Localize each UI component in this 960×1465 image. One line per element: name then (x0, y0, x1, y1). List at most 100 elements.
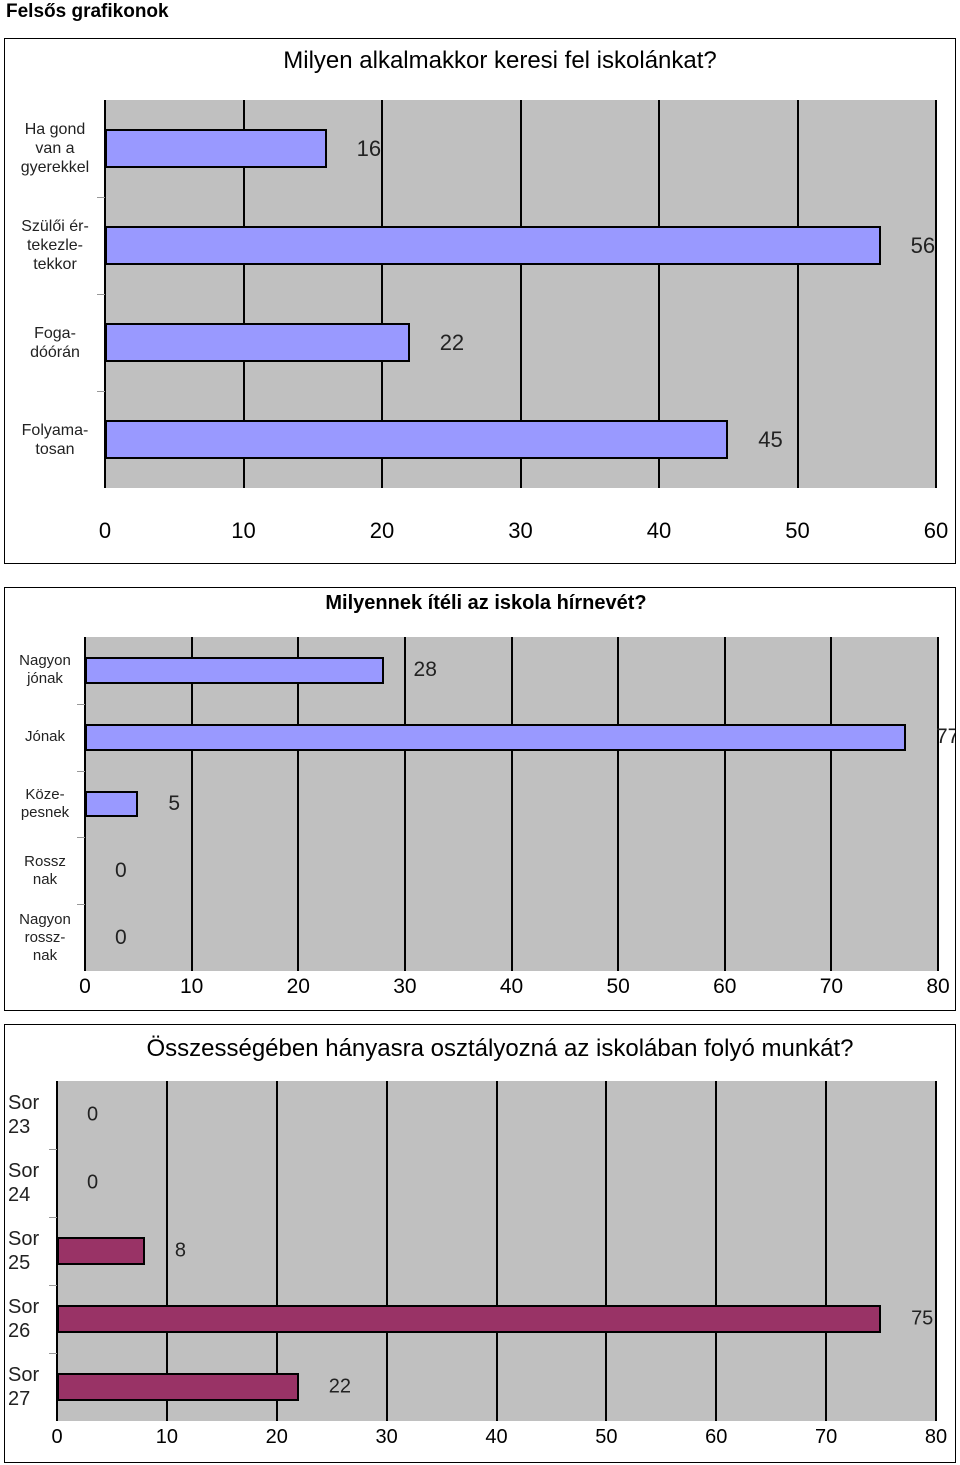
value-label: 0 (87, 1103, 99, 1126)
x-tick-label: 30 (508, 518, 533, 543)
value-label: 28 (413, 658, 437, 682)
grid-line (519, 100, 522, 488)
x-tick-label: 50 (785, 518, 810, 543)
category-label: Nagyon rossz- nak (19, 910, 71, 964)
x-tick-label: 60 (713, 974, 737, 998)
x-tick-label: 20 (286, 974, 310, 998)
x-tick-label: 80 (926, 974, 950, 998)
x-tick-label: 0 (51, 1426, 63, 1448)
x-tick-label: 80 (924, 1426, 948, 1448)
value-label: 45 (758, 426, 783, 452)
x-tick-label: 60 (923, 518, 949, 543)
value-label: 22 (439, 329, 465, 355)
axis-tick (77, 703, 85, 705)
category-label: Sor 25 (8, 1228, 40, 1274)
value-label: 75 (911, 1307, 934, 1330)
category-label: Folyama- tosan (21, 421, 89, 458)
category-label: Sor 23 (8, 1092, 40, 1138)
value-label: 5 (168, 792, 180, 815)
grid-line (510, 637, 513, 971)
value-label: 16 (356, 135, 382, 161)
bar (105, 129, 327, 168)
bar (105, 323, 410, 362)
x-tick-label: 50 (606, 974, 630, 998)
value-label: 0 (115, 925, 127, 949)
grid-line (617, 637, 620, 971)
grid-line (723, 637, 726, 971)
category-label: Ha gond van a gyerekkel (20, 120, 90, 177)
chart-frame: Milyennek ítéli az iskola hírnevét? 0 10 20… (4, 587, 956, 1011)
axis-tick (49, 1149, 57, 1150)
category-label: Szülői ér- tekezle- tekkor (21, 217, 89, 274)
value-label: 77 (936, 725, 955, 749)
chart-title: Milyennek ítéli az iskola hírnevét? (325, 592, 647, 614)
x-tick-label: 50 (595, 1426, 618, 1448)
x-tick-label: 70 (819, 974, 844, 998)
chart-frame: Milyen alkalmakkor keresi fel iskolánkat… (4, 38, 956, 564)
x-tick-label: 20 (369, 518, 395, 543)
bar (85, 723, 906, 751)
axis-tick (49, 1353, 57, 1354)
bar (105, 420, 729, 459)
x-tick-label: 40 (499, 974, 524, 998)
axis-tick (77, 904, 85, 906)
category-label: Sor 24 (8, 1160, 40, 1206)
x-tick-label: 0 (98, 518, 112, 543)
category-label: Sor 26 (8, 1296, 40, 1342)
axis-tick (97, 391, 105, 392)
category-label: Nagyon jónak (19, 652, 71, 688)
bar (85, 657, 384, 684)
category-label: Rossz nak (24, 852, 66, 888)
grid-line (605, 1081, 608, 1421)
grid-line (935, 100, 937, 488)
value-label: 22 (328, 1375, 351, 1398)
chart-title: Összességében hányasra osztályozná az is… (146, 1035, 854, 1062)
axis-line (105, 100, 106, 488)
value-label: 8 (174, 1239, 187, 1262)
bar (57, 1237, 145, 1265)
x-tick-label: 10 (155, 1426, 178, 1448)
bar (85, 790, 139, 818)
x-tick-label: 30 (393, 974, 417, 998)
value-label: 0 (115, 858, 127, 882)
bar (105, 226, 881, 265)
grid-line (297, 637, 300, 971)
x-tick-label: 30 (375, 1426, 398, 1448)
x-tick-label: 40 (485, 1426, 508, 1448)
chart-title: Milyen alkalmakkor keresi fel iskolánkat… (283, 47, 717, 74)
grid-line (275, 1081, 278, 1421)
grid-line (495, 1081, 498, 1421)
axis-line (85, 637, 86, 971)
category-label: Jónak (24, 728, 66, 746)
x-tick-label: 70 (815, 1426, 838, 1448)
grid-line (658, 100, 660, 488)
axis-tick (49, 1285, 57, 1286)
x-tick-label: 10 (231, 518, 256, 543)
axis-tick (77, 837, 85, 839)
grid-line (403, 637, 406, 971)
grid-line (385, 1081, 388, 1421)
category-label: Foga- dóórán (30, 324, 80, 361)
grid-line (242, 100, 245, 488)
bar (57, 1305, 882, 1333)
x-tick-label: 20 (265, 1426, 288, 1448)
category-label: Sor 27 (8, 1364, 40, 1410)
grid-line (830, 637, 833, 971)
grid-line (796, 100, 799, 488)
axis-tick (49, 1217, 57, 1218)
grid-line (825, 1081, 828, 1421)
x-tick-label: 10 (179, 974, 204, 998)
grid-line (381, 100, 383, 488)
x-tick-label: 60 (705, 1426, 728, 1448)
grid-line (190, 637, 193, 971)
x-tick-label: 0 (79, 974, 91, 998)
x-tick-label: 40 (646, 518, 672, 543)
axis-line (57, 1081, 58, 1421)
category-label: Köze- pesnek (20, 786, 70, 821)
axis-tick (97, 197, 105, 198)
axis-tick (77, 770, 85, 772)
chart-frame: Összességében hányasra osztályozná az is… (4, 1024, 956, 1463)
axis-tick (97, 294, 105, 295)
page-heading: Felsős grafikonok (6, 1, 169, 22)
